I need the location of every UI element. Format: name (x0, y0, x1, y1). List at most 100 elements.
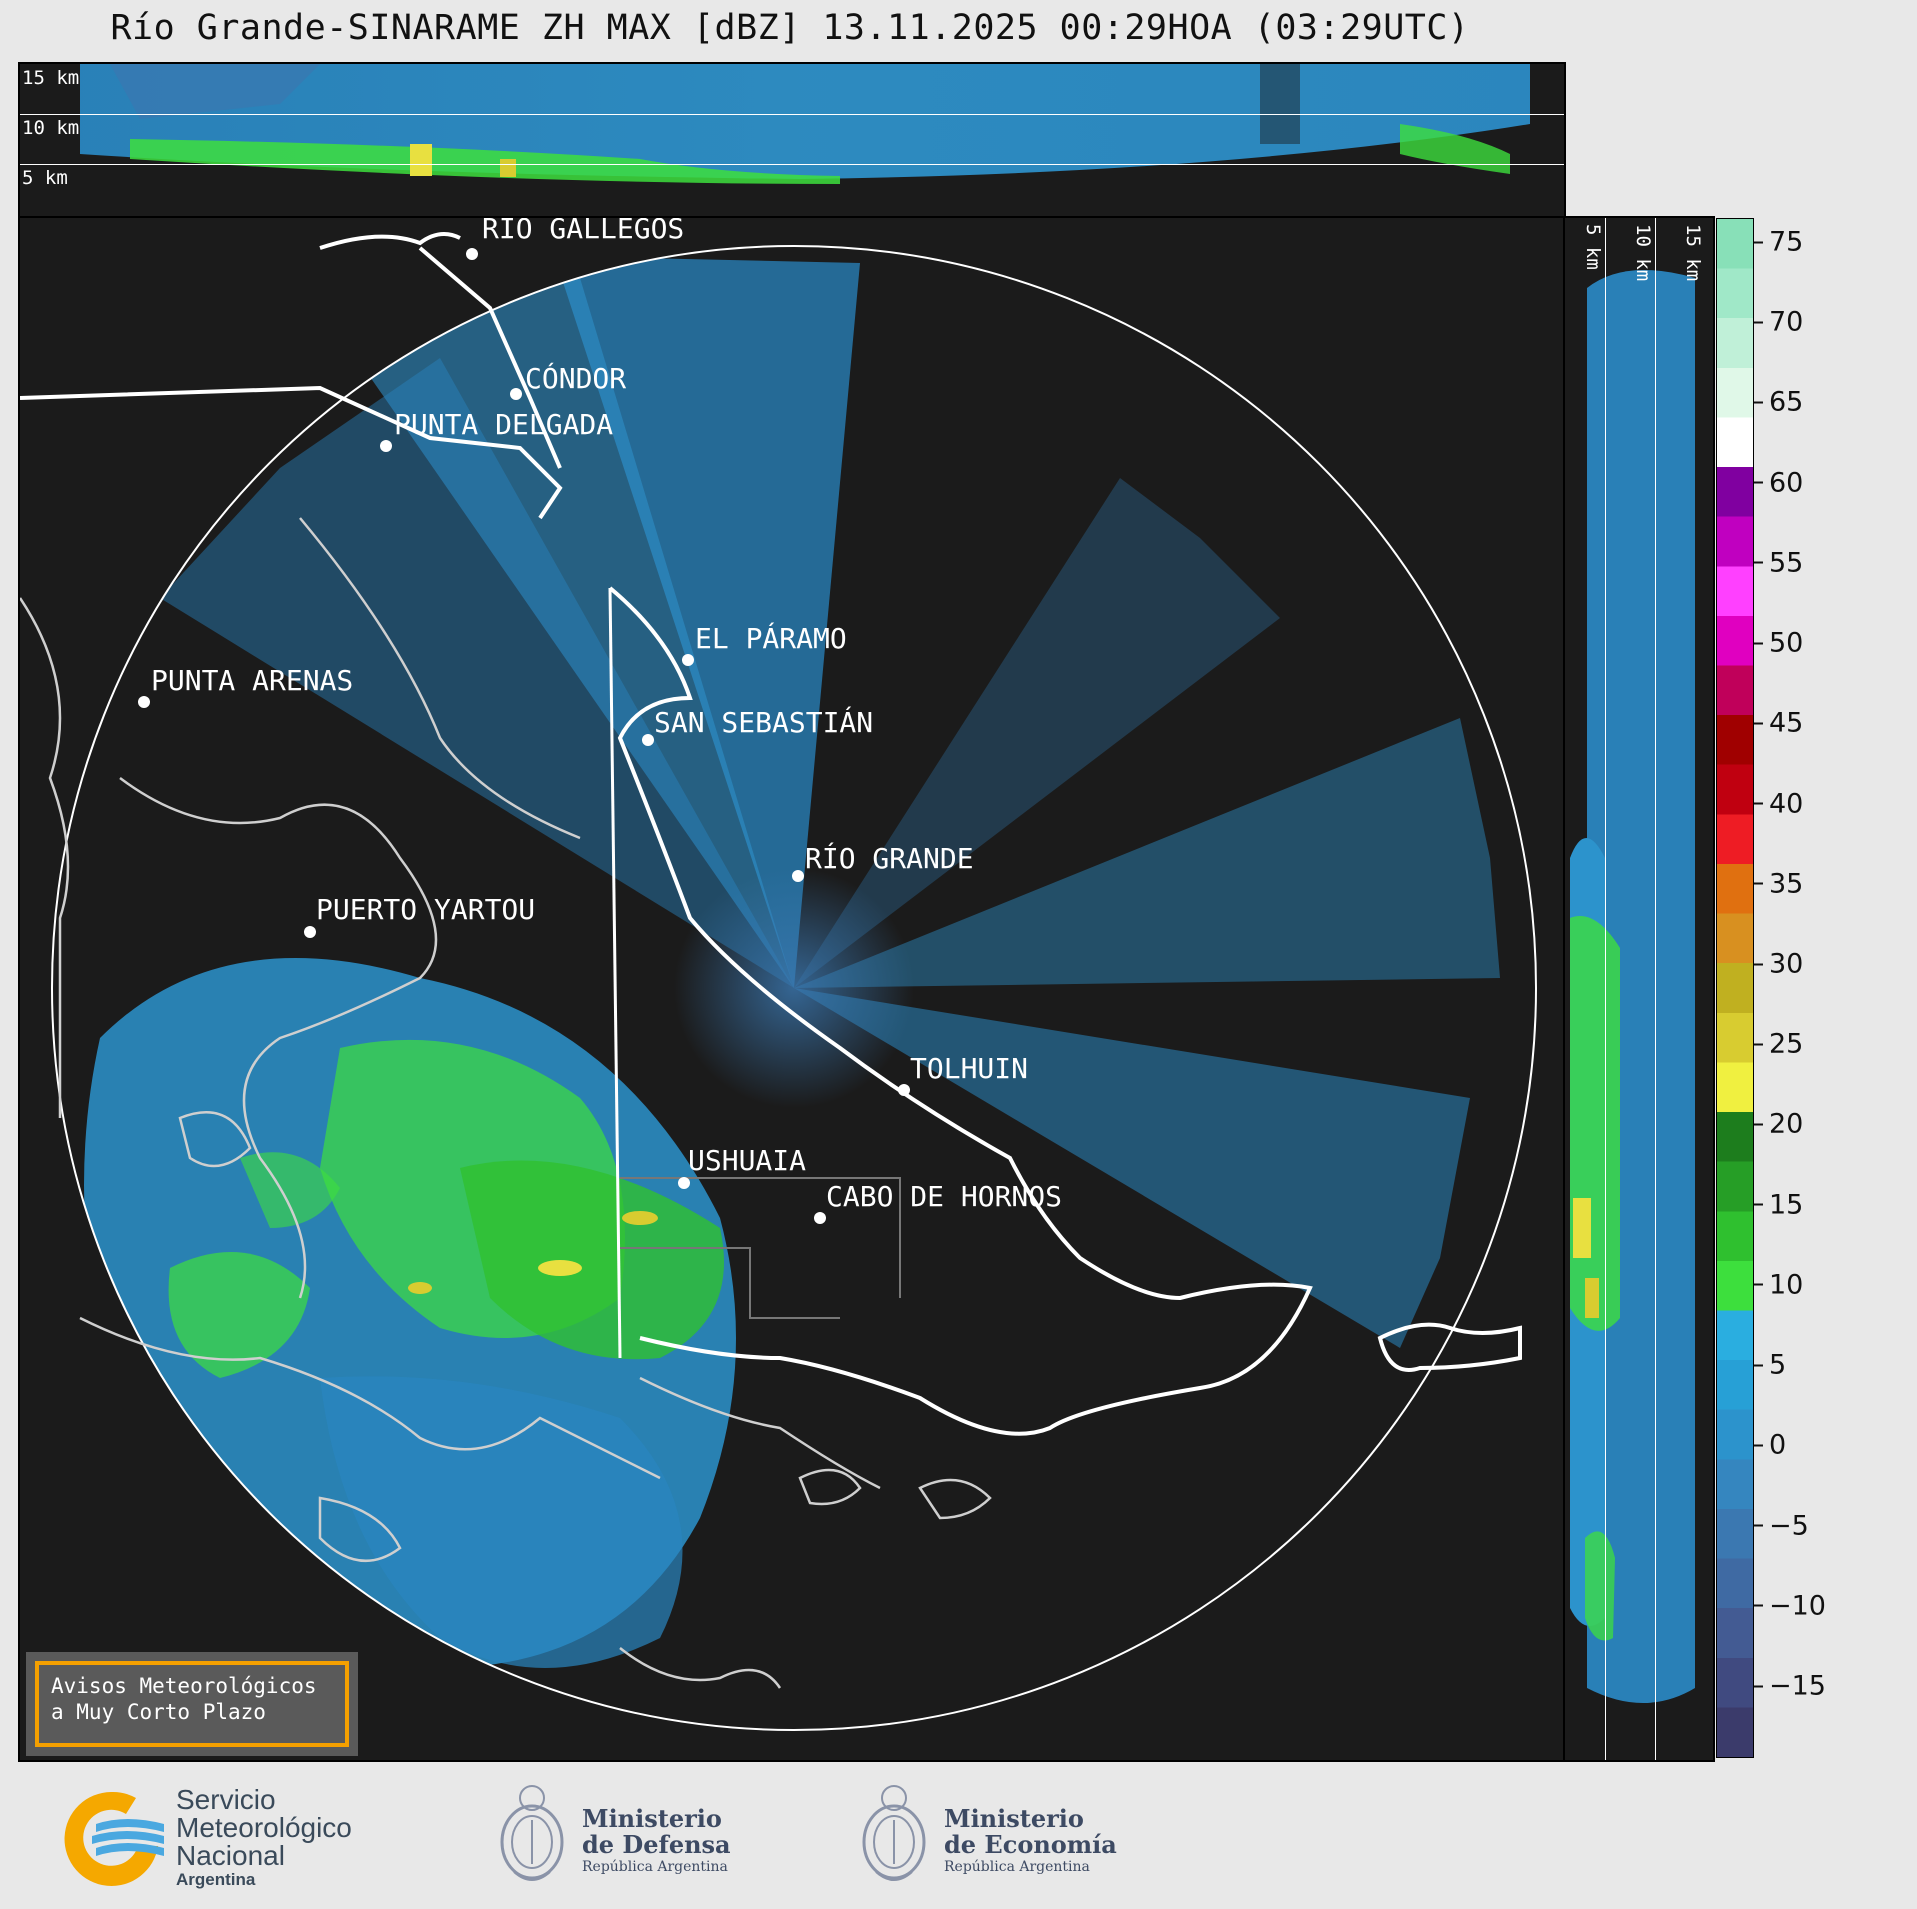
colorbar-tick: 30 (1754, 949, 1803, 980)
colorbar-tick-mark (1754, 401, 1763, 404)
colorbar-tick: 20 (1754, 1109, 1803, 1140)
economia-line-1: Ministerio (944, 1804, 1084, 1833)
right-echo-green (1570, 916, 1620, 1331)
colorbar-tick-label: 30 (1769, 948, 1804, 980)
smn-line-4: Argentina (176, 1870, 256, 1889)
radar-ppi-panel: RÍO GALLEGOS CÓNDOR PUNTA DELGADA PUNTA … (18, 216, 1566, 1762)
economia-shield-icon (862, 1785, 926, 1881)
colorbar-tick-mark (1754, 241, 1763, 243)
colorbar-tick-label: 0 (1769, 1429, 1787, 1461)
near-field-clutter (674, 868, 914, 1108)
top-gap-1 (1260, 64, 1300, 144)
city-label-puerto-yartou: PUERTO YARTOU (316, 893, 535, 926)
colorbar-tick: 70 (1754, 307, 1803, 338)
top-echo-high (110, 64, 320, 119)
coast-west (20, 597, 70, 1118)
right-echo-yellow-1 (1573, 1198, 1591, 1258)
top-cross-section: 15 km 10 km 5 km (18, 62, 1566, 218)
economia-logo: Ministerio de Economía República Argenti… (856, 1776, 1136, 1896)
coast-magellan-north (299, 517, 581, 840)
smn-line-3: Nacional (176, 1840, 285, 1871)
top-echo-yellow-2 (500, 159, 516, 177)
top-gridline-10km (20, 114, 1564, 115)
colorbar-tick-mark (1754, 722, 1763, 725)
colorbar-tick-label: 60 (1769, 467, 1804, 499)
colorbar-tick-mark (1754, 1364, 1763, 1367)
colorbar-tick: 65 (1754, 387, 1803, 418)
colorbar-tick-mark (1754, 642, 1763, 645)
department-boundaries (620, 1177, 901, 1319)
coast-island-3 (178, 1111, 252, 1168)
echo-sector-wnw (160, 358, 794, 988)
colorbar-tick-mark (1754, 1685, 1763, 1687)
top-echo-green-right (1400, 124, 1510, 174)
colorbar-tick-mark (1754, 561, 1763, 564)
defensa-shield-icon (500, 1785, 564, 1881)
colorbar-tick: 55 (1754, 547, 1803, 578)
city-label-condor: CÓNDOR (525, 361, 626, 395)
defensa-line-1: Ministerio (582, 1804, 722, 1833)
smn-emblem-icon (64, 1791, 164, 1886)
colorbar-tick-label: 20 (1769, 1108, 1804, 1140)
coast-navarino (639, 1376, 881, 1490)
colorbar-tick-label: 5 (1769, 1349, 1787, 1381)
city-label-rio-gallegos: RÍO GALLEGOS (482, 218, 684, 245)
colorbar-tick-mark (1754, 1524, 1763, 1527)
smn-line-1: Servicio (176, 1784, 276, 1815)
colorbar-ticks: 75 70 65 60 55 50 45 40 35 30 25 20 15 10 5 0 −5 −10 −15 (1754, 218, 1854, 1758)
colorbar-tick: −15 (1754, 1671, 1826, 1702)
colorbar-tick-label: 65 (1769, 386, 1804, 418)
echo-green-4 (240, 1152, 340, 1228)
top-label-15km: 15 km (22, 67, 79, 89)
colorbar-tick-label: 10 (1769, 1269, 1804, 1301)
city-label-punta-arenas: PUNTA ARENAS (151, 664, 353, 697)
city-dot-tolhuin (898, 1084, 910, 1096)
colorbar-tick: 50 (1754, 628, 1803, 659)
colorbar-tick-label: 55 (1769, 547, 1804, 579)
colorbar (1716, 218, 1754, 1758)
right-gridline-10km (1655, 218, 1656, 1760)
avisos-box[interactable]: Avisos Meteorológicos a Muy Corto Plazo (26, 1652, 358, 1756)
coastlines (20, 517, 992, 1689)
avisos-line-1: Avisos Meteorológicos (51, 1674, 317, 1698)
colorbar-tick: −10 (1754, 1590, 1826, 1621)
city-label-cabo-de-hornos: CABO DE HORNOS (826, 1180, 1062, 1213)
city-dot-el-paramo (682, 654, 694, 666)
coast-island-4 (318, 1496, 402, 1563)
colorbar-tick-mark (1754, 1444, 1763, 1447)
colorbar-tick: 75 (1754, 227, 1803, 258)
coast-isla-estados (1377, 1322, 1522, 1372)
city-label-san-sebastian: SAN SEBASTIÁN (654, 705, 873, 739)
smn-text: Servicio Meteorológico Nacional Argentin… (176, 1786, 352, 1890)
colorbar-tick-mark (1754, 882, 1763, 885)
city-dot-ushuaia (678, 1177, 690, 1189)
right-echo-body (1587, 270, 1695, 1703)
right-label-10km: 10 km (1632, 224, 1654, 281)
colorbar-tick-mark (1754, 1123, 1763, 1126)
reflectivity-layer (84, 258, 1500, 1668)
colorbar-tick-mark (1754, 481, 1763, 484)
city-dot-condor (510, 388, 522, 400)
economia-line-3: República Argentina (944, 1859, 1090, 1875)
colorbar-tick-mark (1754, 802, 1763, 805)
colorbar-tick-mark (1754, 1203, 1763, 1206)
right-cross-section-plot: 5 km 10 km 15 km (1570, 218, 1704, 1760)
colorbar-tick: 0 (1754, 1430, 1786, 1461)
city-dot-rio-gallegos (466, 248, 478, 260)
coast-brunswick (119, 776, 438, 1299)
colorbar-tick-label: 25 (1769, 1028, 1804, 1060)
smn-logo: Servicio Meteorológico Nacional Argentin… (56, 1784, 396, 1894)
colorbar-tick-label: 70 (1769, 306, 1804, 338)
avisos-line-2: a Muy Corto Plazo (51, 1700, 266, 1724)
coast-island-1 (918, 1478, 992, 1520)
defensa-text: Ministerio de Defensa República Argentin… (582, 1806, 731, 1876)
colorbar-tick-label: −5 (1769, 1510, 1809, 1542)
coast-rio-gallegos (418, 246, 562, 469)
echo-yellow-1 (538, 1260, 582, 1276)
top-echo-yellow-1 (410, 144, 432, 176)
colorbar-tick-label: 35 (1769, 868, 1804, 900)
city-dot-puerto-yartou (304, 926, 316, 938)
top-echo-green (130, 139, 840, 184)
city-label-el-paramo: EL PÁRAMO (695, 621, 847, 655)
colorbar-tick: 40 (1754, 788, 1803, 819)
